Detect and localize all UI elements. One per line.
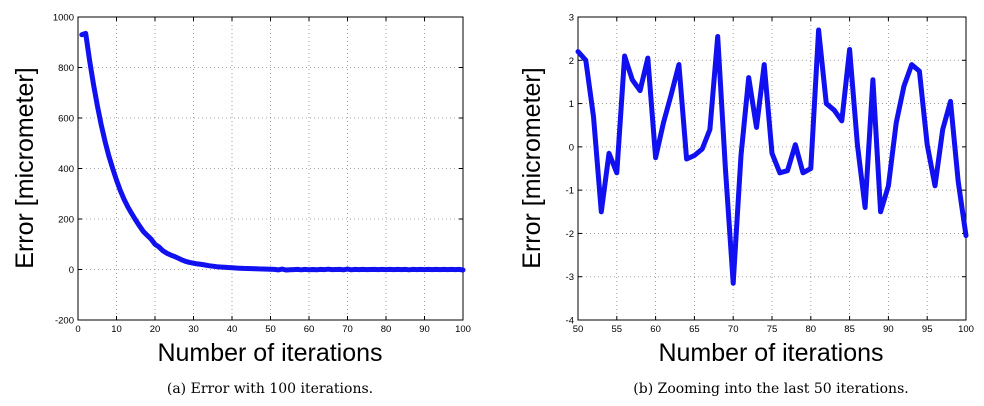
chart-b-y-tick-label: 1 — [569, 99, 574, 110]
chart-b-y-axis-label: Error [micrometer] — [518, 67, 546, 268]
chart-b-x-tick-label: 65 — [689, 324, 700, 335]
chart-a-x-tick-label: 40 — [227, 324, 238, 335]
chart-b-x-tick-label: 95 — [922, 324, 933, 335]
chart-b-y-tick-label: 2 — [569, 56, 574, 67]
chart-a-x-tick-label: 60 — [304, 324, 315, 335]
chart-a: 0 10 20 30 40 50 60 70 80 90 100-20002004006008001… — [11, 13, 471, 398]
chart-b-x-tick-label: 90 — [883, 324, 894, 335]
chart-b-plot-area — [577, 16, 967, 321]
chart-b-x-tick-label: 60 — [650, 324, 661, 335]
chart-a-x-tick-label: 90 — [419, 324, 430, 335]
chart-a-x-tick-label: 50 — [265, 324, 276, 335]
chart-b-y-tick-label: 0 — [569, 142, 574, 153]
chart-a-y-tick-label: -200 — [55, 316, 74, 327]
chart-a-x-tick-label: 100 — [455, 324, 471, 335]
chart-a-y-tick-label: 1000 — [53, 13, 74, 24]
chart-a-x-tick-label: 80 — [381, 324, 392, 335]
chart-a-y-tick-label: 800 — [58, 63, 74, 74]
chart-a-y-tick-label: 0 — [69, 265, 74, 276]
chart-b-x-tick-label: 85 — [844, 324, 855, 335]
chart-a-series-line — [79, 30, 466, 273]
chart-a-x-tick-label: 10 — [111, 324, 122, 335]
chart-b-y-tick-label: -2 — [566, 229, 574, 240]
chart-b-y-tick-label: -1 — [566, 186, 574, 197]
chart-a-caption: (a) Error with 100 iterations. — [167, 381, 373, 397]
chart-b-x-tick-label: 80 — [806, 324, 817, 335]
chart-a-y-axis-label: Error [micrometer] — [11, 67, 39, 268]
chart-a-y-tick-label: 200 — [58, 215, 74, 226]
chart-b-x-axis-label: Number of iterations — [658, 339, 883, 367]
chart-a-x-axis-label: Number of iterations — [157, 339, 382, 367]
chart-b-x-tick-label: 50 — [573, 324, 584, 335]
chart-a-x-tick-label: 30 — [188, 324, 199, 335]
chart-b-y-tick-label: 3 — [569, 13, 574, 24]
chart-a-x-tick-label: 70 — [342, 324, 353, 335]
chart-b-x-tick-label: 75 — [767, 324, 778, 335]
chart-b-x-tick-label: 70 — [728, 324, 739, 335]
chart-a-y-tick-label: 400 — [58, 164, 74, 175]
chart-b-series-line — [575, 27, 969, 286]
chart-b: 50 55 60 65 70 75 80 85 90 95 100 -4 -3 -2 -1 0 1 2 3 Numb… — [518, 13, 974, 398]
chart-b-y-tick-label: -4 — [566, 316, 574, 327]
chart-a-x-tick-label: 0 — [75, 324, 80, 335]
chart-a-y-tick-label: 600 — [58, 114, 74, 125]
chart-b-caption: (b) Zooming into the last 50 iterations. — [633, 381, 908, 397]
chart-b-x-tick-label: 55 — [612, 324, 623, 335]
chart-a-x-tick-label: 20 — [150, 324, 161, 335]
chart-b-x-tick-label: 100 — [958, 324, 974, 335]
chart-b-y-tick-label: -3 — [566, 272, 574, 283]
